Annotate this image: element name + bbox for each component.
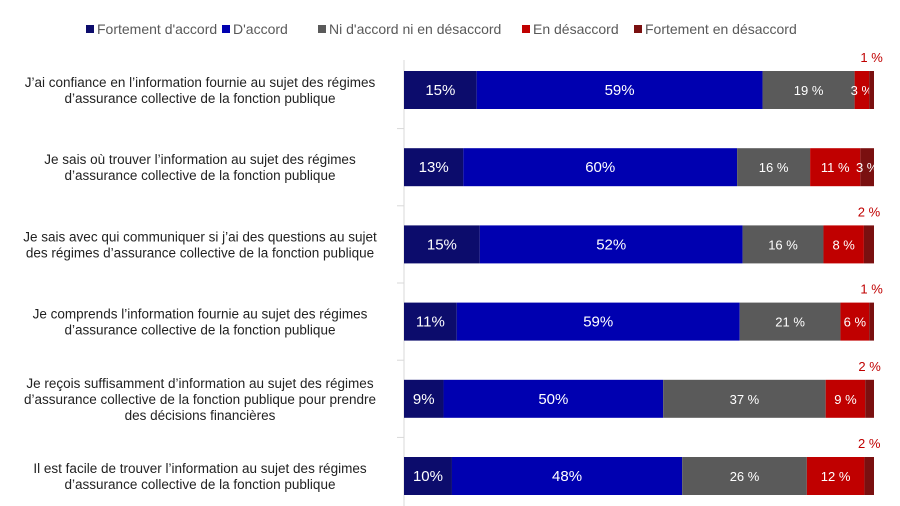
bar-segment <box>479 225 743 264</box>
data-label: 11% <box>416 314 445 331</box>
legend-label: Ni d'accord ni en désaccord <box>329 21 501 37</box>
bar-segment <box>825 379 866 418</box>
legend-label: En désaccord <box>533 21 619 37</box>
data-label: 9% <box>413 391 435 408</box>
data-label: 52% <box>596 236 626 253</box>
bar-segment <box>451 457 683 495</box>
legend-label: Fortement en désaccord <box>645 21 797 37</box>
category-label: Je comprends l’information fournie au su… <box>33 307 368 322</box>
data-label: 16 % <box>759 160 789 175</box>
bar-segment <box>404 302 457 341</box>
data-label: 3 % <box>856 160 879 175</box>
bar-segment <box>476 71 763 109</box>
bar-segment <box>823 225 864 264</box>
category-label: d’assurance collective de la fonction pu… <box>65 477 336 492</box>
bar-segment <box>806 457 865 495</box>
legend-swatch <box>222 25 230 33</box>
category-label: J’ai confiance en l’information fournie … <box>25 75 376 90</box>
data-label: 11 % <box>821 160 850 175</box>
bar-segment <box>404 71 477 109</box>
data-label: 37 % <box>730 392 760 407</box>
bar-segment <box>404 148 464 187</box>
bar-segment <box>869 302 874 341</box>
category-label: des régimes d’assurance collective de la… <box>26 245 374 260</box>
category-label: d’assurance collective de la fonction pu… <box>65 168 336 183</box>
data-label: 16 % <box>768 237 798 252</box>
bar-segment <box>404 379 444 418</box>
bar-segment <box>860 148 874 187</box>
data-label: 9 % <box>834 392 857 407</box>
category-label: d’assurance collective de la fonction pu… <box>65 91 336 106</box>
bar-segment <box>810 148 861 187</box>
legend-swatch <box>634 25 642 33</box>
data-label: 3 % <box>851 83 874 98</box>
data-label: 26 % <box>730 469 760 484</box>
data-label: 10% <box>413 468 443 485</box>
data-label: 15% <box>425 82 455 99</box>
bar-segment <box>742 225 824 264</box>
legend-label: D'accord <box>233 21 288 37</box>
bar-segment <box>739 302 841 341</box>
data-label: 48% <box>552 468 582 485</box>
legend-swatch <box>318 25 326 33</box>
bar-segment <box>404 225 480 264</box>
data-label: 12 % <box>821 469 851 484</box>
data-label: 8 % <box>832 237 855 252</box>
bar-segment <box>869 71 874 109</box>
bar-segment <box>682 457 807 495</box>
bar-segment <box>737 148 811 187</box>
data-label: 19 % <box>794 83 824 98</box>
data-label: 2 % <box>858 204 881 219</box>
bar-segment <box>840 302 870 341</box>
data-label: 2 % <box>858 359 881 374</box>
legend-label: Fortement d'accord <box>97 21 217 37</box>
bar-segment <box>663 379 826 418</box>
bar-segment <box>762 71 855 109</box>
category-label: Je reçois suffisamment d’information au … <box>26 376 373 391</box>
legend-swatch <box>86 25 94 33</box>
bar-segment <box>865 379 874 418</box>
category-label: des décisions financières <box>125 408 276 423</box>
category-label: Je sais avec qui communiquer si j’ai des… <box>23 229 377 244</box>
bar-segment <box>404 457 452 495</box>
data-label: 60% <box>585 159 615 176</box>
category-label: d’assurance collective de la fonction pu… <box>65 323 336 338</box>
data-label: 15% <box>427 236 457 253</box>
data-label: 13% <box>419 159 449 176</box>
legend-swatch <box>522 25 530 33</box>
data-label: 59% <box>583 314 613 331</box>
data-label: 2 % <box>858 436 881 451</box>
data-label: 1 % <box>860 50 883 65</box>
data-label: 21 % <box>775 315 805 330</box>
category-label: Je sais où trouver l’information au suje… <box>44 152 356 167</box>
bar-segment <box>863 225 874 264</box>
data-label: 50% <box>538 391 568 408</box>
bar-segment <box>864 457 874 495</box>
data-label: 59% <box>605 82 635 99</box>
bar-segment <box>443 379 664 418</box>
data-label: 6 % <box>844 315 867 330</box>
category-label: Il est facile de trouver l’information a… <box>33 461 366 476</box>
data-label: 1 % <box>860 282 883 297</box>
bar-segment <box>854 71 870 109</box>
category-label: d’assurance collective de la fonction pu… <box>24 392 376 407</box>
bar-segment <box>463 148 738 187</box>
bar-segment <box>456 302 740 341</box>
